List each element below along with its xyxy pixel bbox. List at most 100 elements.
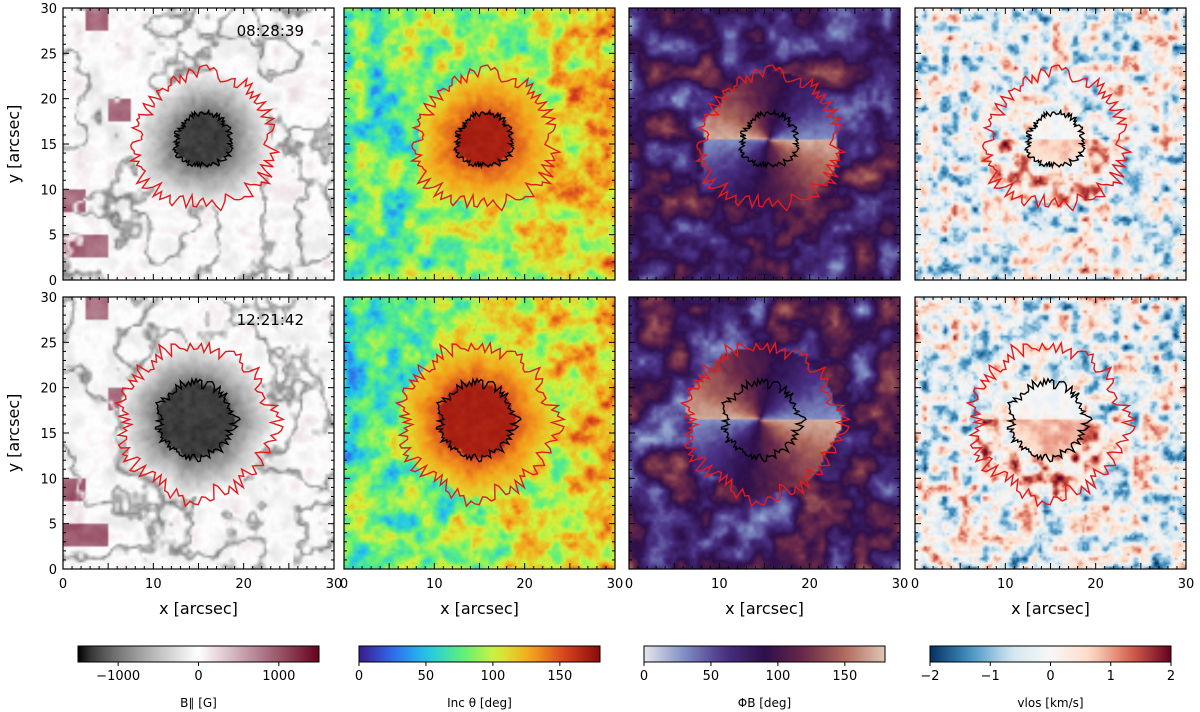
y-tick-label: 20 xyxy=(40,93,57,108)
umbra-contour xyxy=(737,108,800,170)
colorbar-title: B∥ [G] xyxy=(180,696,217,710)
colorbar-B_parallel: −1000 0 1000 B∥ [G] xyxy=(77,645,320,710)
heatmap-image xyxy=(629,297,900,569)
colorbar-tick-label: 100 xyxy=(765,669,790,684)
x-tick-label: 0 xyxy=(340,577,348,592)
umbra-contour xyxy=(154,376,241,463)
colorbar-tick-label: 2 xyxy=(1167,669,1175,684)
x-tick-label: 30 xyxy=(326,577,343,592)
heatmap-image xyxy=(63,297,334,569)
heatmap-image xyxy=(915,297,1186,569)
x-tick-label: 20 xyxy=(516,577,533,592)
umbra-contour xyxy=(1006,376,1093,463)
penumbra-contour xyxy=(113,340,286,508)
y-tick-label: 25 xyxy=(40,336,57,351)
umbra-contour xyxy=(1023,108,1086,170)
colorbar-gradient xyxy=(929,645,1172,663)
colorbar-tick-label: 150 xyxy=(547,669,572,684)
y-tick-label: 10 xyxy=(40,183,57,198)
penumbra-contour xyxy=(679,340,852,508)
timestamp-label: 12:21:42 xyxy=(237,311,304,329)
y-tick-label: 15 xyxy=(40,138,57,153)
colorbar-azimuth: 0 50 100 150 ΦB [deg] xyxy=(640,645,886,710)
colorbar-gradient xyxy=(358,645,601,663)
colorbar-title: ΦB [deg] xyxy=(738,696,791,710)
panels: 0 5 10 15 20 25 30 y [arcsec] 08:28:39 0 5 10 15 20 25… xyxy=(4,2,1194,618)
axis-ticks xyxy=(62,7,335,281)
y-axis-title: y [arcsec] xyxy=(4,394,23,473)
colorbar-gradient xyxy=(77,645,320,663)
colorbar-tick-label: 0 xyxy=(640,669,648,684)
x-axis-title: x [arcsec] xyxy=(159,599,238,618)
y-tick-label: 30 xyxy=(40,2,57,17)
umbra-contour xyxy=(171,108,234,170)
y-tick-label: 0 xyxy=(49,274,57,289)
heatmap-image xyxy=(344,8,615,280)
y-tick-label: 20 xyxy=(40,382,57,397)
colorbar-tick-label: 0 xyxy=(194,669,202,684)
heatmap-image xyxy=(915,8,1186,280)
panel-vlos-row-2: 0 10 20 30 x [arcsec] xyxy=(911,296,1194,618)
panel-inclination-row-1 xyxy=(343,7,616,281)
umbra-contour xyxy=(720,376,807,463)
penumbra-contour xyxy=(128,64,281,212)
umbra-contour xyxy=(452,108,515,170)
axis-ticks xyxy=(914,7,1187,281)
colorbar-tick-label: −2 xyxy=(920,669,939,684)
x-axis-title: x [arcsec] xyxy=(440,599,519,618)
colorbar-title: Inc θ [deg] xyxy=(447,696,512,710)
penumbra-contour xyxy=(394,340,567,508)
colorbar-tick-label: 1 xyxy=(1107,669,1115,684)
heatmap-image xyxy=(629,8,900,280)
axis-ticks xyxy=(62,296,335,570)
x-tick-label: 0 xyxy=(911,577,919,592)
colorbar-tick-label: 0 xyxy=(355,669,363,684)
penumbra-contour xyxy=(694,64,847,212)
colorbar-vlos: −2 −1 0 1 2 vlos [km/s] xyxy=(920,645,1175,710)
y-tick-label: 5 xyxy=(49,229,57,244)
penumbra-contour xyxy=(409,64,562,212)
x-tick-label: 10 xyxy=(711,577,728,592)
colorbar-tick-label: 150 xyxy=(832,669,857,684)
timestamp-label: 08:28:39 xyxy=(237,22,304,40)
panel-vlos-row-1 xyxy=(914,7,1187,281)
x-axis-title: x [arcsec] xyxy=(725,599,804,618)
y-tick-label: 5 xyxy=(49,518,57,533)
x-axis-title: x [arcsec] xyxy=(1011,599,1090,618)
y-tick-label: 10 xyxy=(40,472,57,487)
axis-ticks xyxy=(343,7,616,281)
x-tick-label: 10 xyxy=(426,577,443,592)
y-tick-label: 25 xyxy=(40,47,57,62)
panel-B_parallel-row-1: 0 5 10 15 20 25 30 y [arcsec] 08:28:39 xyxy=(4,2,335,289)
x-tick-label: 10 xyxy=(145,577,162,592)
heatmap-image xyxy=(344,297,615,569)
colorbar-inclination: 0 50 100 150 Inc θ [deg] xyxy=(355,645,601,710)
y-tick-label: 15 xyxy=(40,427,57,442)
y-tick-label: 30 xyxy=(40,291,57,306)
colorbar-tick-label: −1000 xyxy=(96,669,140,684)
x-tick-label: 20 xyxy=(235,577,252,592)
umbra-contour xyxy=(435,376,522,463)
colorbar-tick-label: 1000 xyxy=(262,669,295,684)
colorbar-gradient xyxy=(643,645,886,663)
x-tick-label: 0 xyxy=(59,577,67,592)
heatmap-image xyxy=(63,8,334,280)
colorbars: −1000 0 1000 B∥ [G] 0 50 100 150 Inc θ [deg] 0 50 1… xyxy=(77,645,1175,710)
x-tick-label: 20 xyxy=(1087,577,1104,592)
axis-ticks xyxy=(628,7,901,281)
x-tick-label: 20 xyxy=(801,577,818,592)
axis-ticks xyxy=(628,296,901,570)
axis-ticks xyxy=(343,296,616,570)
panel-azimuth-row-1 xyxy=(628,7,901,281)
colorbar-tick-label: 50 xyxy=(418,669,435,684)
axis-ticks xyxy=(914,296,1187,570)
x-tick-label: 10 xyxy=(997,577,1014,592)
panel-B_parallel-row-2: 0 5 10 15 20 25 30 y [arcsec] 12:21:42 0 10 20 30 x [… xyxy=(4,291,342,618)
colorbar-tick-label: 0 xyxy=(1046,669,1054,684)
colorbar-tick-label: 50 xyxy=(703,669,720,684)
panel-inclination-row-2: 0 10 20 30 x [arcsec] xyxy=(340,296,623,618)
x-tick-label: 0 xyxy=(625,577,633,592)
penumbra-contour xyxy=(980,64,1133,212)
colorbar-tick-label: −1 xyxy=(981,669,1000,684)
